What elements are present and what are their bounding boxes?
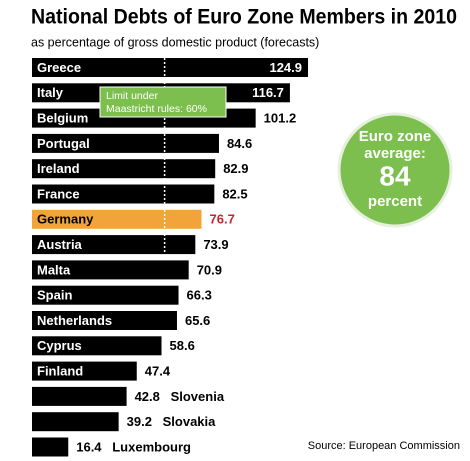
source: Source: European Commission: [308, 440, 460, 452]
value-label: 47.4: [145, 364, 171, 379]
bar: [32, 159, 216, 179]
bar: [32, 336, 162, 356]
category-label: Slovenia: [171, 389, 225, 404]
category-label: Austria: [37, 237, 83, 252]
category-label: Belgium: [37, 111, 88, 126]
value-label: 116.7: [252, 85, 284, 100]
bar: [32, 209, 202, 229]
limit-label-line: Limit under: [106, 90, 158, 102]
value-label: 101.2: [264, 111, 297, 126]
category-label: Luxembourg: [112, 439, 191, 454]
bar: [32, 260, 189, 280]
average-value: 84: [379, 160, 411, 191]
category-label: Malta: [37, 262, 71, 277]
value-label: 73.9: [203, 237, 228, 252]
bar: [32, 437, 69, 457]
category-label: Italy: [37, 85, 64, 100]
limit-box: [99, 86, 227, 118]
average-unit: percent: [368, 193, 422, 210]
value-label: 65.6: [185, 313, 210, 328]
bar: [32, 386, 127, 406]
value-label: 82.9: [223, 161, 248, 176]
value-label: 124.9: [269, 60, 302, 75]
bar: [32, 285, 179, 305]
chart-title: National Debts of Euro Zone Members in 2…: [31, 6, 457, 29]
bar: [32, 311, 177, 330]
bar: [32, 412, 119, 432]
category-label: Spain: [37, 288, 72, 303]
chart-subtitle: as percentage of gross domestic product …: [31, 35, 319, 49]
average-label-line: average:: [364, 145, 426, 162]
category-label: Germany: [37, 212, 94, 227]
category-label: Greece: [37, 60, 81, 75]
average-label: Euro zone average:: [359, 128, 432, 162]
category-label: Netherlands: [37, 313, 112, 328]
category-label: Finland: [37, 364, 83, 379]
category-label: Portugal: [37, 136, 90, 151]
average-circle: [337, 112, 453, 228]
value-label: 70.9: [197, 262, 222, 277]
value-label: 42.8: [135, 389, 160, 404]
bar: [32, 361, 137, 381]
value-label: 16.4: [76, 439, 102, 454]
category-label: Cyprus: [37, 338, 82, 353]
value-label: 66.3: [187, 288, 212, 303]
value-label: 84.6: [227, 136, 252, 151]
category-label: Slovakia: [163, 414, 217, 429]
value-label: 76.7: [210, 212, 235, 227]
bar: [32, 184, 215, 204]
limit-label-line: Maastricht rules: 60%: [106, 103, 207, 115]
value-label: 82.5: [222, 186, 247, 201]
bar: [32, 58, 309, 77]
value-label: 39.2: [127, 414, 152, 429]
bar: [32, 133, 219, 153]
category-label: France: [37, 186, 80, 201]
category-label: Ireland: [37, 161, 80, 176]
bar: [32, 235, 196, 255]
limit-label: Limit under Maastricht rules: 60%: [106, 90, 207, 115]
average-label-line: Euro zone: [359, 128, 432, 145]
value-label: 58.6: [170, 338, 195, 353]
